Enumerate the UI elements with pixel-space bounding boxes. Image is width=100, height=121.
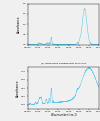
- Text: (a) membrane clogged with skim milk: (a) membrane clogged with skim milk: [41, 62, 86, 64]
- Y-axis label: Absorbance: Absorbance: [16, 79, 20, 97]
- Y-axis label: Absorbance: Absorbance: [17, 16, 21, 33]
- X-axis label: Wavenumber (cm-1): Wavenumber (cm-1): [51, 113, 76, 117]
